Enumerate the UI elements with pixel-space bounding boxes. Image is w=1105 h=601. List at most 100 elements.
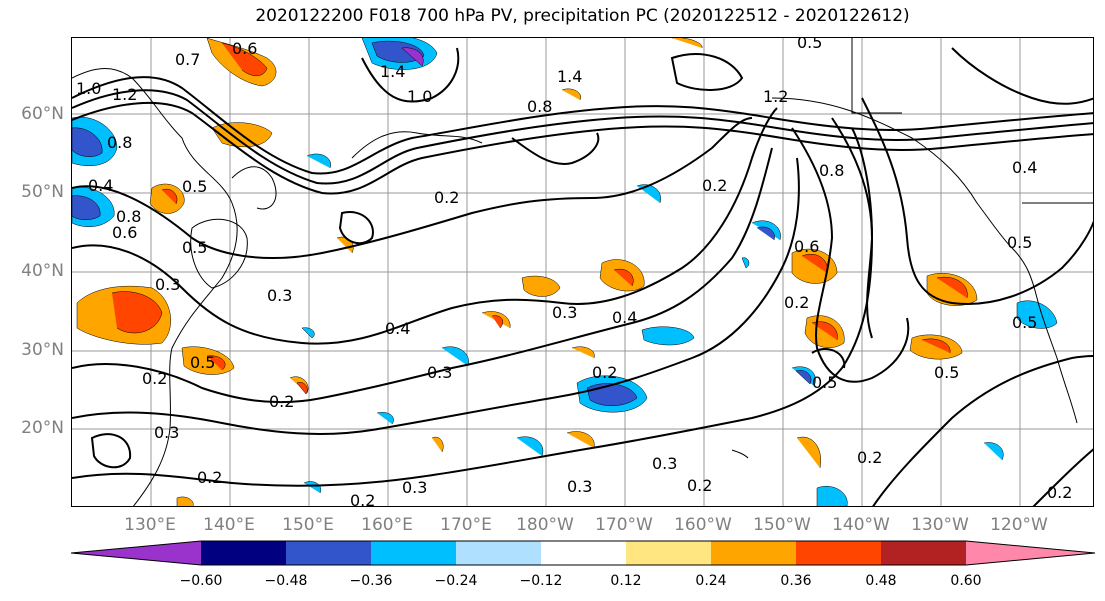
contour-label: 0.2 [197,468,222,487]
contour-label: 0.2 [434,188,459,207]
contour-label: 0.4 [1012,158,1037,177]
contour-label: 0.4 [88,176,113,195]
precip-blob [111,291,163,334]
sakhalin-coastline [231,166,277,210]
contour-label: 0.8 [819,161,844,180]
contour-label: 1.2 [763,87,788,106]
contour-label: 0.3 [567,477,592,496]
lon-label-150w: 150°W [753,515,811,535]
precip-blob [176,496,194,506]
pv-contour [791,127,910,383]
colorbar-segment [456,541,541,565]
contour-label: 1.0 [407,87,432,106]
pv-contour [361,47,460,103]
contour-label: 0.2 [269,392,294,411]
contour-label: 0.3 [552,303,577,322]
precip-blob [72,195,101,220]
colorbar-segment [711,541,796,565]
colorbar-tick: 0.48 [865,573,897,589]
japan-coastline [190,218,248,289]
precip-blob [741,257,750,269]
pv-contour [511,132,600,165]
precip-blob [983,442,1004,461]
contour-label: 1.4 [380,62,405,81]
colorbar-segment [626,541,711,565]
colorbar-segment [286,541,371,565]
lon-label-170w: 170°W [595,515,653,535]
precip-blob [804,315,845,348]
precip-blob [221,42,268,76]
colorbar-tick: 0.24 [695,573,727,589]
contour-label: 0.7 [175,50,200,69]
colorbar-tick: −0.24 [434,573,478,589]
precip-blob [516,436,544,457]
colorbar [71,540,1096,566]
pv-contour [1032,448,1093,506]
precip-blob [72,127,103,157]
contour-label: 0.8 [116,207,141,226]
lat-label-50n: 50°N [21,182,64,202]
contour-label: 0.2 [784,293,809,312]
colorbar-segment-lt-neg060 [71,541,201,565]
contour-label: 0.2 [350,491,375,507]
lon-label-130w: 130°W [911,515,969,535]
lon-label-160e: 160°E [361,515,413,535]
contour-label: 1.2 [112,85,137,104]
pv-contour [670,53,744,91]
contour-label: 0.3 [427,363,452,382]
contour-label: 0.2 [857,448,882,467]
asia-coastline [72,68,238,506]
precip-blob [371,40,425,63]
precip-blob [491,315,503,329]
contour-label: 0.8 [527,97,552,116]
contour-label: 1.4 [557,67,582,86]
colorbar-segment [371,541,456,565]
colorbar-segment [796,541,881,565]
pv-contour [72,127,874,487]
contour-label: 0.5 [190,353,215,372]
contour-label: 0.2 [142,369,167,388]
contour-label: 0.5 [812,373,837,392]
pv-contour [872,355,1093,506]
lon-label-120w: 120°W [990,515,1048,535]
contour-label: 0.5 [797,38,822,52]
contour-label: 0.6 [232,39,257,58]
contour-label: 0.5 [1012,313,1037,332]
contour-label: 0.5 [934,363,959,382]
precip-negative-shading [72,38,1058,506]
precip-blob [441,346,469,367]
precip-blob [811,321,838,341]
colorbar-outline [71,540,1096,566]
alaska-coastline [771,97,1013,249]
pv-contour [72,107,778,345]
precip-blob [303,481,322,494]
kamchatka-coastline [351,131,483,159]
contour-label: 0.2 [1047,483,1072,502]
pv-contour [72,117,753,259]
precip-positive-shading [76,38,978,506]
pv-contour [951,47,1093,105]
pv-contour [811,348,846,369]
precip-blob [161,188,178,205]
contour-label: 0.3 [155,275,180,294]
precip-blob [795,370,812,385]
contour-label: 0.3 [652,454,677,473]
graticule [72,38,1093,506]
precip-blob [431,436,444,453]
precip-blob [926,273,978,306]
lon-label-150e: 150°E [282,515,334,535]
contour-label: 0.2 [687,476,712,495]
pv-contour [72,89,1093,185]
map-canvas: 0.6 0.7 1.4 1.4 1.2 1.0 0.8 0.4 0.5 0.5 … [72,38,1093,507]
colorbar-tick: 0.12 [610,573,642,589]
precip-blob [206,355,226,371]
contour-label: 1.0 [76,79,101,98]
precip-blob [636,184,661,204]
precip-blob [756,226,775,241]
border-line [851,38,902,114]
precip-blob [336,236,354,254]
precip-blob [301,327,315,339]
colorbar-tick: −0.60 [179,573,223,589]
lon-label-180w: 180°W [516,515,574,535]
pv-contour [861,97,1093,305]
